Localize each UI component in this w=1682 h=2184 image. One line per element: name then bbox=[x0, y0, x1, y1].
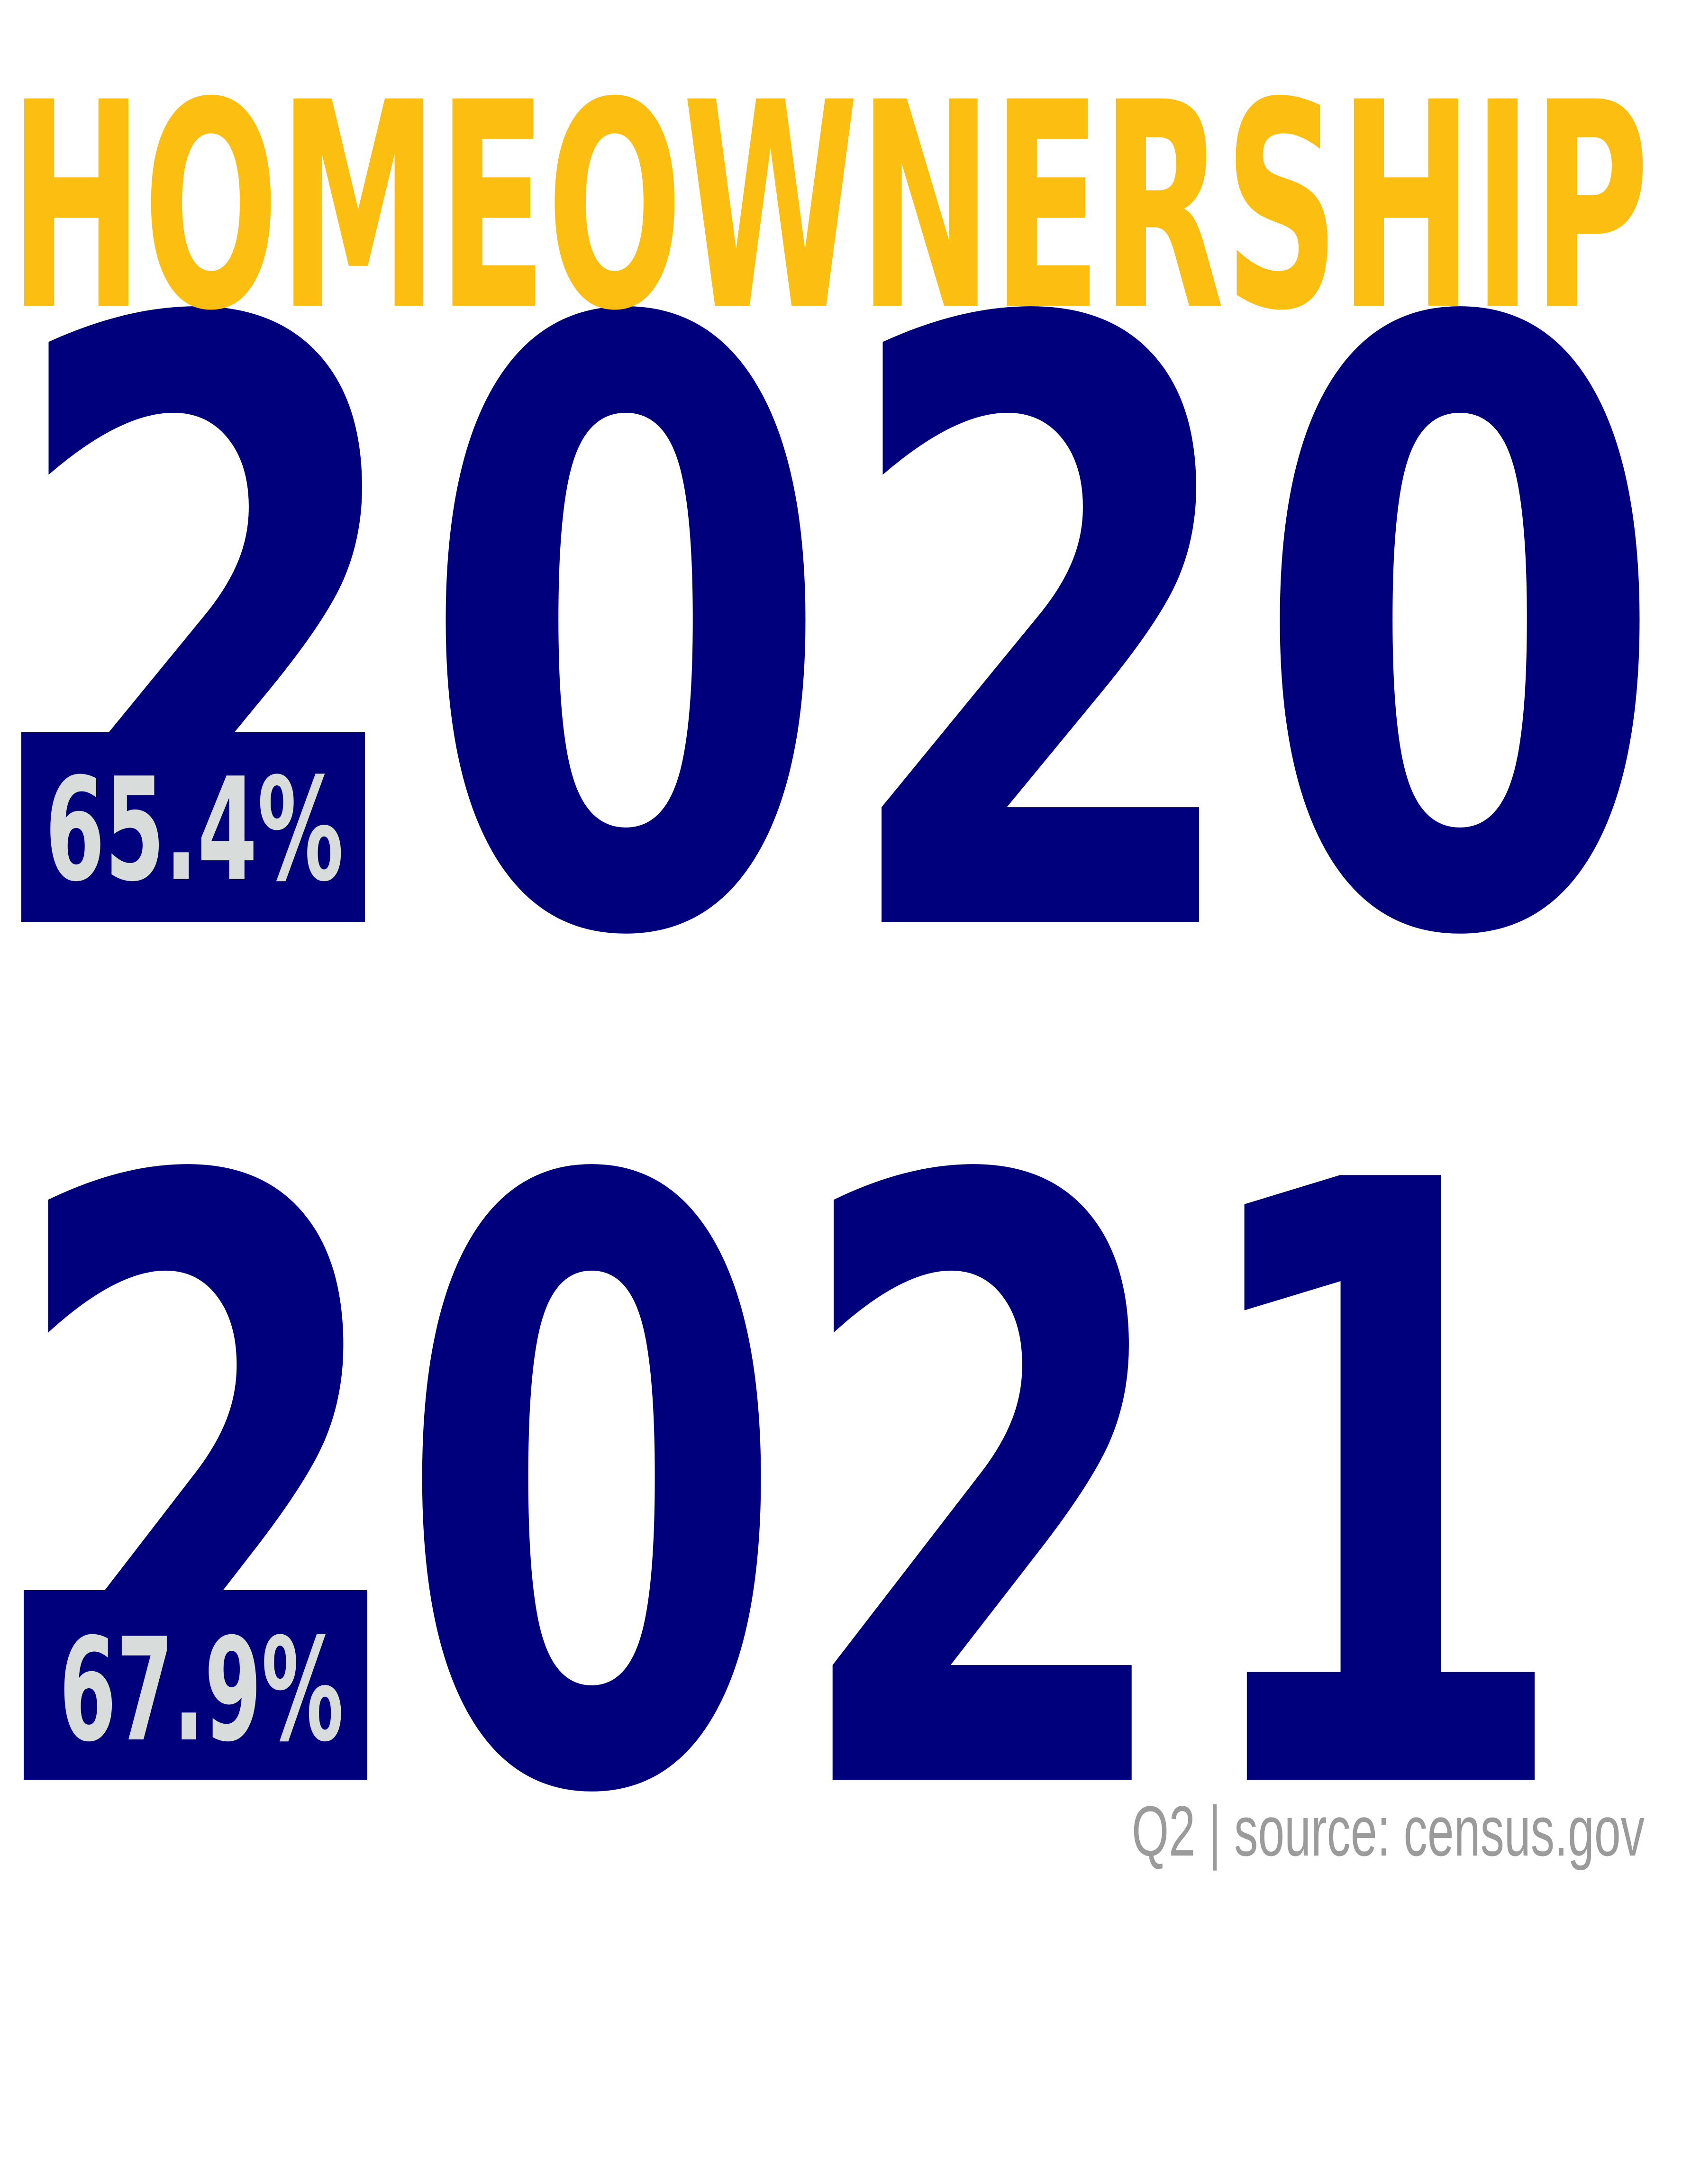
year-2020-group: 2020 65.4% bbox=[0, 152, 1668, 1118]
year-2021-group: 2021 67.9% bbox=[2, 1010, 1573, 1975]
rate-2021-label: 67.9% bbox=[59, 1608, 344, 1773]
year-2021: 2021 bbox=[2, 1010, 1573, 1975]
rate-2021-panel bbox=[24, 1590, 367, 1780]
source-note: Q2 | source: census.gov bbox=[1132, 1791, 1645, 1871]
year-2020: 2020 bbox=[0, 152, 1668, 1118]
rate-2020-panel bbox=[21, 732, 365, 922]
page-title: HOMEOWNERSHIP bbox=[9, 42, 1649, 373]
rate-2020-label: 65.4% bbox=[45, 747, 344, 913]
